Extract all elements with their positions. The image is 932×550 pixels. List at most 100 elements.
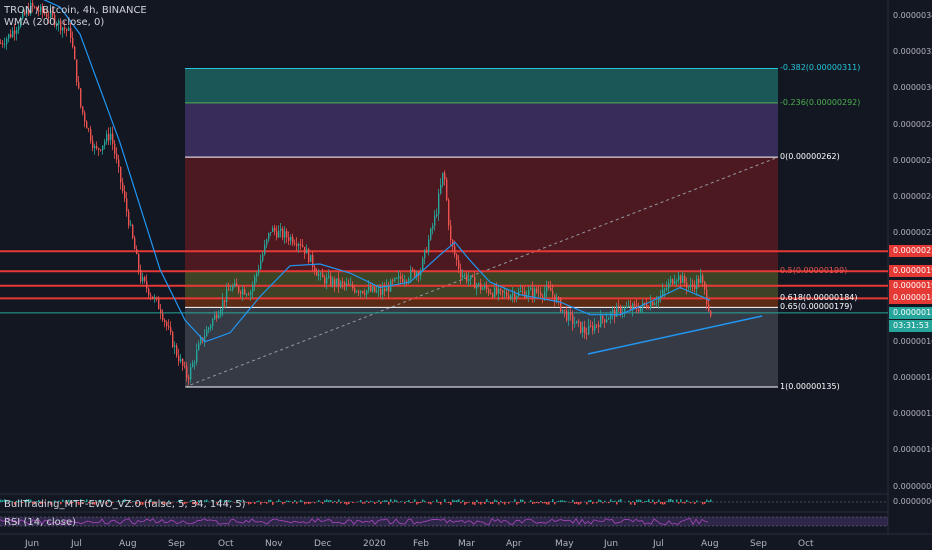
time-tick-label: Jul (71, 539, 82, 549)
ewo-bar (476, 500, 478, 502)
ewo-bar (368, 502, 370, 504)
candle-body (416, 272, 418, 277)
fib-level-label: 0.5(0.00000199) (780, 266, 848, 276)
ewo-bar (246, 502, 248, 503)
candle-body (76, 59, 78, 83)
candle-body (212, 319, 214, 326)
candle-body (500, 288, 502, 291)
ewo-bar (204, 500, 206, 502)
symbol-title[interactable]: TRON / Bitcoin, 4h, BINANCE (4, 5, 147, 16)
candle-body (196, 350, 198, 363)
ewo-bar (468, 502, 470, 503)
wma-legend[interactable]: WMA (200, close, 0) (4, 17, 105, 28)
candle-body (138, 254, 140, 271)
candle-body (110, 133, 112, 141)
candle-body (606, 319, 608, 323)
candle-body (496, 287, 498, 294)
candle-body (362, 291, 364, 294)
candle-body (630, 305, 632, 310)
ewo-bar (430, 502, 432, 505)
candle-body (326, 277, 328, 284)
candle-body (48, 17, 50, 18)
candle-body (372, 287, 374, 292)
candle-body (292, 237, 294, 244)
candle-body (286, 231, 288, 238)
candle-body (456, 254, 458, 260)
candle-body (346, 283, 348, 286)
ewo-bar (68, 499, 70, 502)
candle-body (24, 12, 26, 15)
ewo-bar (414, 499, 416, 502)
price-tick-label: 0.00000300 (893, 83, 932, 93)
ewo-bar (472, 502, 474, 505)
candle-body (480, 283, 482, 290)
candle-body (692, 284, 694, 286)
candle-body (702, 275, 704, 283)
ewo-bar (90, 501, 92, 502)
candle-body (350, 284, 352, 286)
ewo-bar (504, 502, 506, 505)
candle-body (68, 27, 70, 31)
candle-body (650, 301, 652, 309)
candle-body (556, 297, 558, 303)
candle-body (184, 365, 186, 367)
ewo-bar (328, 500, 330, 502)
ewo-bar (390, 499, 392, 502)
ewo-bar (420, 502, 422, 503)
ewo-bar (444, 499, 446, 502)
candle-body (342, 281, 344, 283)
ewo-bar (486, 499, 488, 502)
candle-body (114, 143, 116, 154)
candle-body (498, 288, 500, 294)
ewo-bar (60, 502, 62, 505)
candle-body (620, 306, 622, 314)
candle-body (70, 27, 72, 38)
ewo-bar (226, 502, 228, 505)
time-tick-label: Jun (25, 539, 40, 549)
ewo-bar (284, 502, 286, 504)
ewo-bar (618, 499, 620, 502)
fib-trend-line (184, 156, 779, 388)
candle-body (626, 306, 628, 308)
chart-legend: TRON / Bitcoin, 4h, BINANCE WMA (200, cl… (4, 5, 147, 29)
ewo-bar (218, 501, 220, 502)
ewo-bar (424, 500, 426, 502)
time-tick-label: Nov (265, 539, 283, 549)
ewo-bar (76, 502, 78, 504)
candle-body (222, 300, 224, 311)
candle-body (288, 237, 290, 241)
price-tick-label: 0.00000199 (889, 265, 932, 278)
ewo-bar (48, 500, 50, 502)
ewo-bar (152, 502, 154, 505)
ewo-indicator-title[interactable]: BullTrading_MTF-EWO_VZ.0 (false, 5, 34, … (4, 499, 246, 510)
candle-body (290, 237, 292, 241)
ewo-bar (80, 499, 82, 502)
candle-body (374, 287, 376, 293)
ewo-bar (398, 502, 400, 503)
candle-body (604, 319, 606, 323)
rsi-indicator-title[interactable]: RSI (14, close) (4, 517, 77, 528)
ewo-bar (270, 499, 272, 502)
ewo-bar (360, 500, 362, 502)
ewo-bar (616, 502, 618, 505)
candle-body (210, 325, 212, 328)
ewo-bar (516, 502, 518, 505)
ewo-bar (106, 502, 108, 505)
ewo-bar (604, 500, 606, 502)
ewo-bar (460, 502, 462, 504)
candle-body (698, 278, 700, 284)
candle-body (338, 278, 340, 286)
candle-body (256, 273, 258, 277)
candle-body (32, 2, 34, 7)
candle-body (14, 30, 16, 34)
candle-body (232, 286, 234, 290)
ewo-bar (612, 501, 614, 502)
ewo-bar (452, 499, 454, 502)
candle-body (258, 269, 260, 274)
ewo-bar (272, 502, 274, 505)
candle-body (652, 301, 654, 306)
candle-body (12, 30, 14, 37)
candle-body (580, 321, 582, 333)
candle-body (450, 225, 452, 240)
